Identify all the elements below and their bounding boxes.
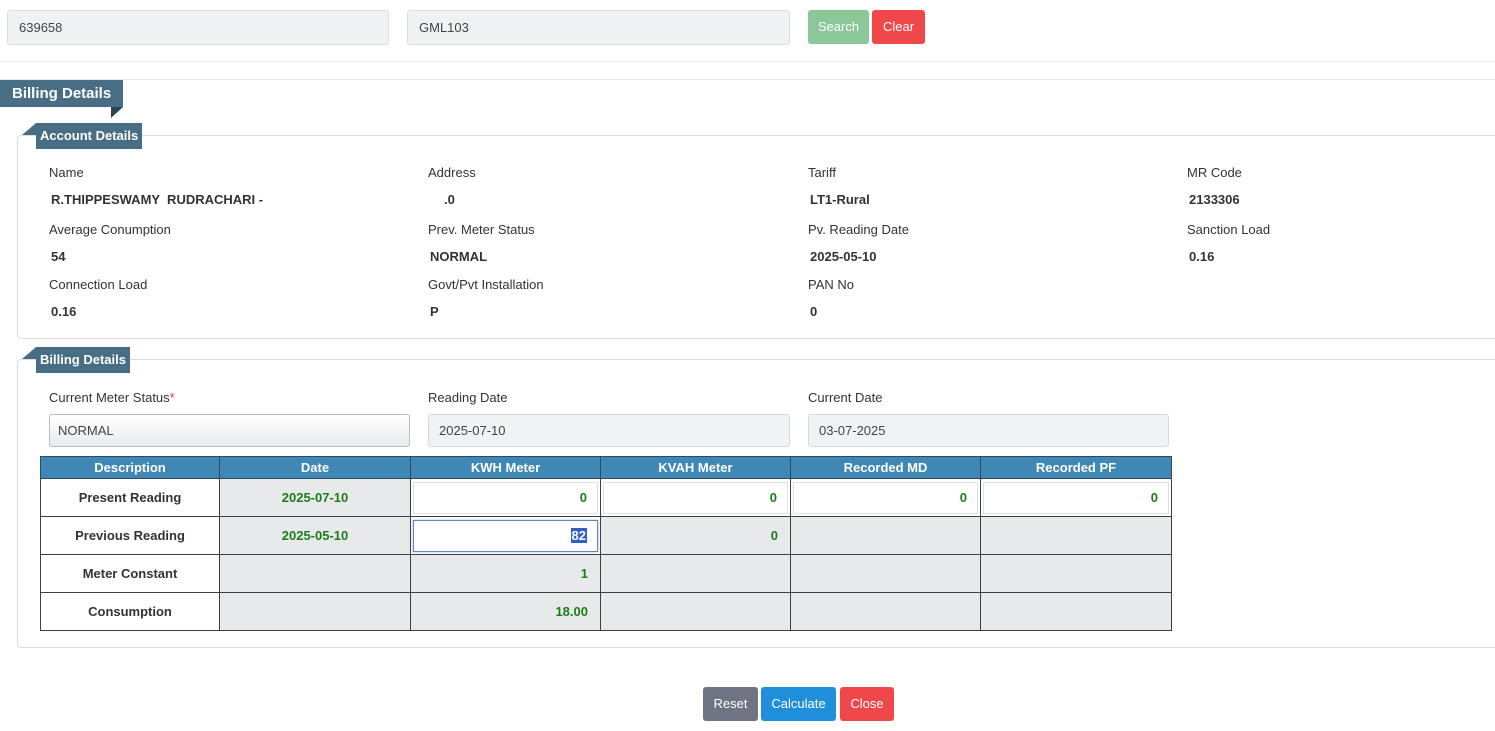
ribbon-fold: [22, 347, 36, 359]
pan-label: PAN No: [808, 277, 854, 292]
account-details-panel: [17, 135, 1495, 339]
previous-kwh-cell: 82: [410, 516, 601, 555]
address-label: Address: [428, 165, 476, 180]
reset-button[interactable]: Reset: [703, 687, 758, 721]
col-header-kwh: KWH Meter: [410, 456, 601, 479]
present-kvah-cell: 0: [600, 478, 791, 517]
present-md-input[interactable]: 0: [793, 481, 978, 514]
empty-cell: [790, 554, 981, 593]
sanction-load-value: 0.16: [1189, 249, 1215, 264]
meter-status-select[interactable]: NORMAL: [49, 414, 410, 447]
present-date: 2025-07-10: [219, 478, 411, 517]
empty-cell: [980, 554, 1172, 593]
row-desc: Meter Constant: [40, 554, 220, 593]
clear-button[interactable]: Clear: [872, 10, 925, 44]
table-row: Meter Constant 1: [40, 554, 1172, 593]
table-row: Previous Reading 2025-05-10 82 0: [40, 516, 1172, 555]
mr-code-value: 2133306: [1189, 192, 1240, 207]
search-field-1[interactable]: 639658: [7, 10, 389, 45]
previous-kvah: 0: [600, 516, 791, 555]
search-field-2[interactable]: GML103: [407, 10, 790, 45]
close-button[interactable]: Close: [840, 687, 894, 721]
avg-consumption-label: Average Conumption: [49, 222, 171, 237]
pv-reading-date-value: 2025-05-10: [810, 249, 877, 264]
installation-label: Govt/Pvt Installation: [428, 277, 544, 292]
empty-cell: [600, 592, 791, 631]
consumption-kwh: 18.00: [410, 592, 601, 631]
row-desc: Consumption: [40, 592, 220, 631]
previous-pf: [980, 516, 1172, 555]
present-md-cell: 0: [790, 478, 981, 517]
table-header-row: Description Date KWH Meter KVAH Meter Re…: [40, 456, 1172, 479]
empty-cell: [219, 592, 411, 631]
previous-md: [790, 516, 981, 555]
col-header-description: Description: [40, 456, 220, 479]
billing-details-title: Billing Details: [36, 347, 130, 373]
reading-table: Description Date KWH Meter KVAH Meter Re…: [40, 456, 1172, 631]
table-row: Present Reading 2025-07-10 0 0 0 0: [40, 478, 1172, 517]
tariff-label: Tariff: [808, 165, 836, 180]
avg-consumption-value: 54: [51, 249, 66, 264]
prev-meter-status-value: NORMAL: [430, 249, 488, 264]
current-date-label: Current Date: [808, 390, 883, 405]
required-mark: *: [169, 390, 175, 405]
billing-details-panel: [17, 359, 1495, 648]
present-pf-cell: 0: [980, 478, 1172, 517]
search-button[interactable]: Search: [808, 10, 869, 44]
tariff-value: LT1-Rural: [810, 192, 870, 207]
col-header-pf: Recorded PF: [980, 456, 1172, 479]
row-desc: Present Reading: [40, 478, 220, 517]
current-date-field[interactable]: 03-07-2025: [808, 414, 1169, 447]
connection-load-label: Connection Load: [49, 277, 148, 292]
account-details-title: Account Details: [36, 123, 143, 149]
empty-cell: [790, 592, 981, 631]
sanction-load-label: Sanction Load: [1187, 222, 1271, 237]
selected-text: 82: [570, 527, 587, 543]
reading-date-label: Reading Date: [428, 390, 508, 405]
col-header-kvah: KVAH Meter: [600, 456, 791, 479]
empty-cell: [980, 592, 1172, 631]
col-header-date: Date: [219, 456, 411, 479]
pan-value: 0: [810, 304, 818, 319]
previous-kwh-input[interactable]: 82: [413, 519, 598, 552]
meter-constant-kwh: 1: [410, 554, 601, 593]
address-value: .0: [444, 192, 455, 207]
ribbon-fold: [22, 123, 36, 135]
col-header-md: Recorded MD: [790, 456, 981, 479]
empty-cell: [600, 554, 791, 593]
table-row: Consumption 18.00: [40, 592, 1172, 631]
ribbon-fold: [111, 107, 123, 118]
previous-date: 2025-05-10: [219, 516, 411, 555]
section-title: Billing Details: [0, 80, 123, 107]
present-kwh-cell: 0: [410, 478, 601, 517]
installation-value: P: [430, 304, 439, 319]
empty-cell: [219, 554, 411, 593]
prev-meter-status-label: Prev. Meter Status: [428, 222, 535, 237]
present-kvah-input[interactable]: 0: [603, 481, 788, 514]
divider: [0, 61, 1495, 62]
row-desc: Previous Reading: [40, 516, 220, 555]
present-pf-input[interactable]: 0: [983, 481, 1169, 514]
connection-load-value: 0.16: [51, 304, 77, 319]
meter-status-label: Current Meter Status*: [49, 390, 175, 405]
reading-date-field[interactable]: 2025-07-10: [428, 414, 790, 447]
name-value: R.THIPPESWAMY RUDRACHARI -: [51, 192, 264, 207]
calculate-button[interactable]: Calculate: [761, 687, 836, 721]
name-label: Name: [49, 165, 84, 180]
divider: [0, 79, 1495, 80]
pv-reading-date-label: Pv. Reading Date: [808, 222, 909, 237]
mr-code-label: MR Code: [1187, 165, 1242, 180]
present-kwh-input[interactable]: 0: [413, 481, 598, 514]
